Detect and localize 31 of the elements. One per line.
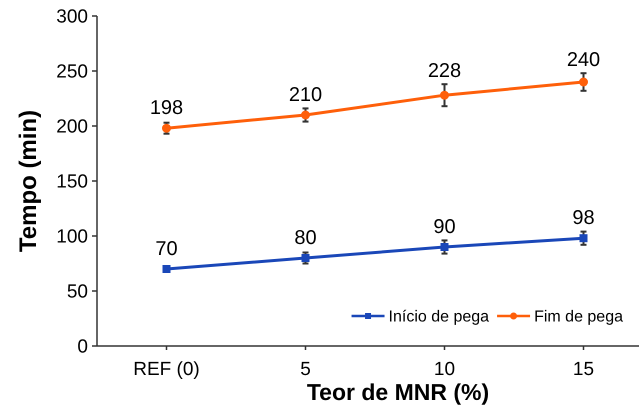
data-label: 90 [433,216,456,238]
y-axis-title: Tempo (min) [15,110,42,252]
y-tick-label: 50 [66,282,88,303]
data-label: 198 [150,97,184,120]
point [579,78,588,86]
x-axis-title: Teor de MNR (%) [306,379,490,405]
legend-label: Fim de pega [534,308,624,326]
point [301,110,310,120]
x-tick-label: 10 [434,359,456,380]
y-tick-label: 0 [77,336,88,358]
data-label: 98 [572,207,595,230]
point [162,265,170,273]
point [440,90,449,100]
point [580,234,588,242]
y-tick-label: 300 [56,6,88,28]
data-label: 228 [428,60,462,82]
data-label: 70 [155,238,178,260]
point [440,243,448,251]
y-tick-label: 100 [56,226,88,248]
data-label: 80 [294,227,317,249]
x-tick-label: 15 [572,359,594,380]
y-tick-label: 200 [56,116,88,138]
x-tick-label: REF (0) [133,359,200,380]
legend-label: Início de pega [388,308,490,326]
data-label: 240 [566,49,600,72]
point [162,124,171,133]
y-tick-label: 250 [56,62,88,83]
x-tick-label: 5 [300,359,311,380]
y-tick-label: 150 [56,172,88,193]
data-label: 210 [288,84,322,106]
point [302,254,310,262]
